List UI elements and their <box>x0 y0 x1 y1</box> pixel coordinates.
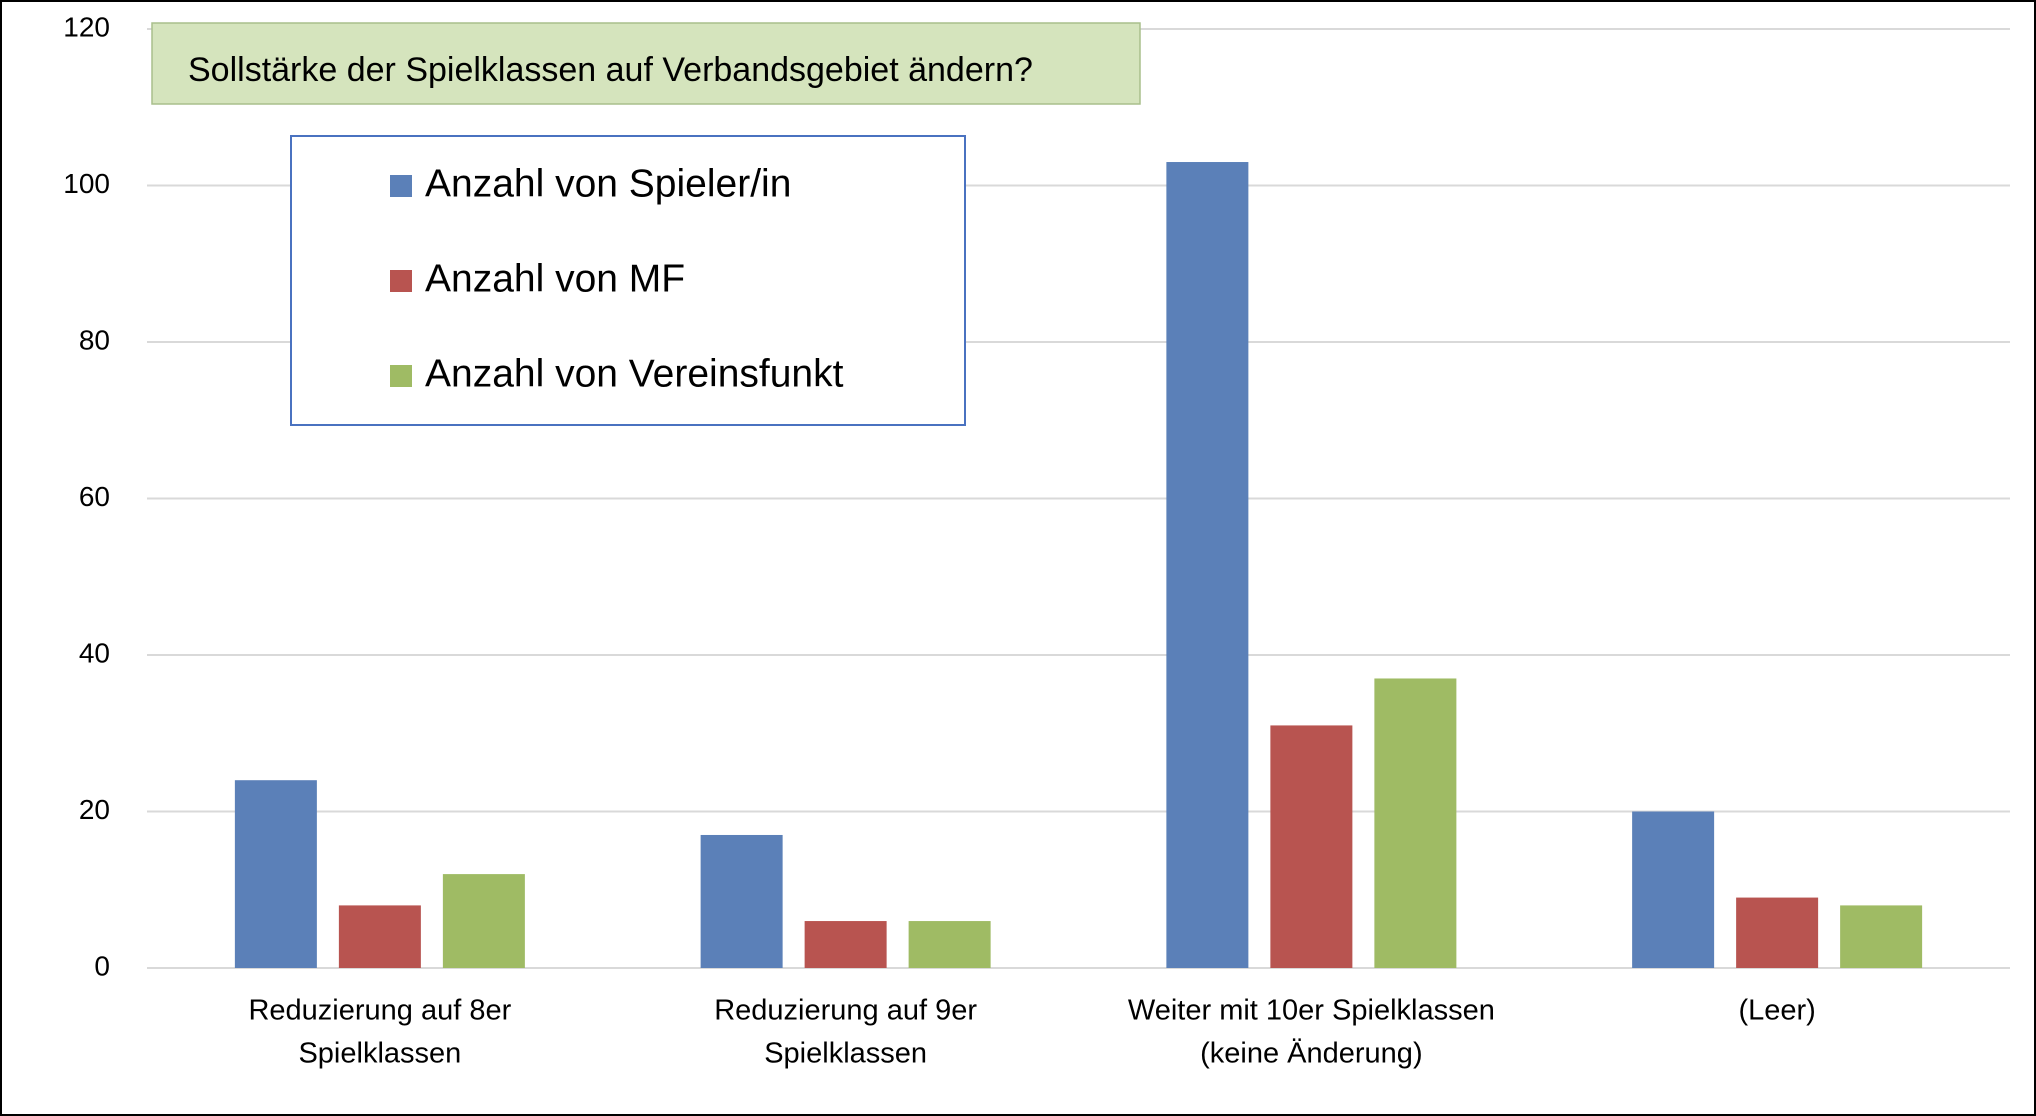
bar <box>908 921 991 968</box>
bar <box>1270 725 1353 968</box>
legend-swatch <box>390 270 412 292</box>
legend-label: Anzahl von Spieler/in <box>425 162 791 205</box>
legend-swatch <box>390 365 412 387</box>
x-tick-label: (Leer) <box>1738 995 1815 1027</box>
bar <box>234 780 317 968</box>
x-tick-label: Reduzierung auf 9er <box>714 995 977 1027</box>
bar <box>804 921 887 968</box>
bar <box>1374 678 1457 968</box>
legend-swatch <box>390 175 412 197</box>
y-tick-label: 20 <box>79 794 110 825</box>
y-tick-label: 120 <box>63 11 110 42</box>
chart-title: Sollstärke der Spielklassen auf Verbands… <box>188 51 1033 89</box>
bar <box>338 905 421 968</box>
legend-label: Anzahl von Vereinsfunkt <box>425 352 844 395</box>
bar <box>1736 897 1819 968</box>
title-box <box>151 22 1141 105</box>
y-tick-label: 0 <box>94 950 110 981</box>
legend: Anzahl von Spieler/in Anzahl von MF Anzahl… <box>390 162 844 395</box>
y-tick-label: 60 <box>79 481 110 512</box>
bar <box>442 874 525 968</box>
bar <box>1166 162 1249 968</box>
bar <box>700 834 783 968</box>
bars <box>234 162 1923 968</box>
y-tick-label: 80 <box>79 324 110 355</box>
x-tick-label: Reduzierung auf 8er <box>248 995 511 1027</box>
x-tick-label: Spielklassen <box>298 1038 461 1070</box>
legend-label: Anzahl von MF <box>425 257 685 300</box>
y-tick-label: 40 <box>79 637 110 668</box>
bar <box>1632 811 1715 968</box>
x-tick-label: Spielklassen <box>764 1038 927 1070</box>
bar <box>1840 905 1923 968</box>
x-tick-label: Weiter mit 10er Spielklassen <box>1128 995 1495 1027</box>
x-tick-label: (keine Änderung) <box>1200 1038 1422 1070</box>
y-tick-label: 100 <box>63 168 110 199</box>
